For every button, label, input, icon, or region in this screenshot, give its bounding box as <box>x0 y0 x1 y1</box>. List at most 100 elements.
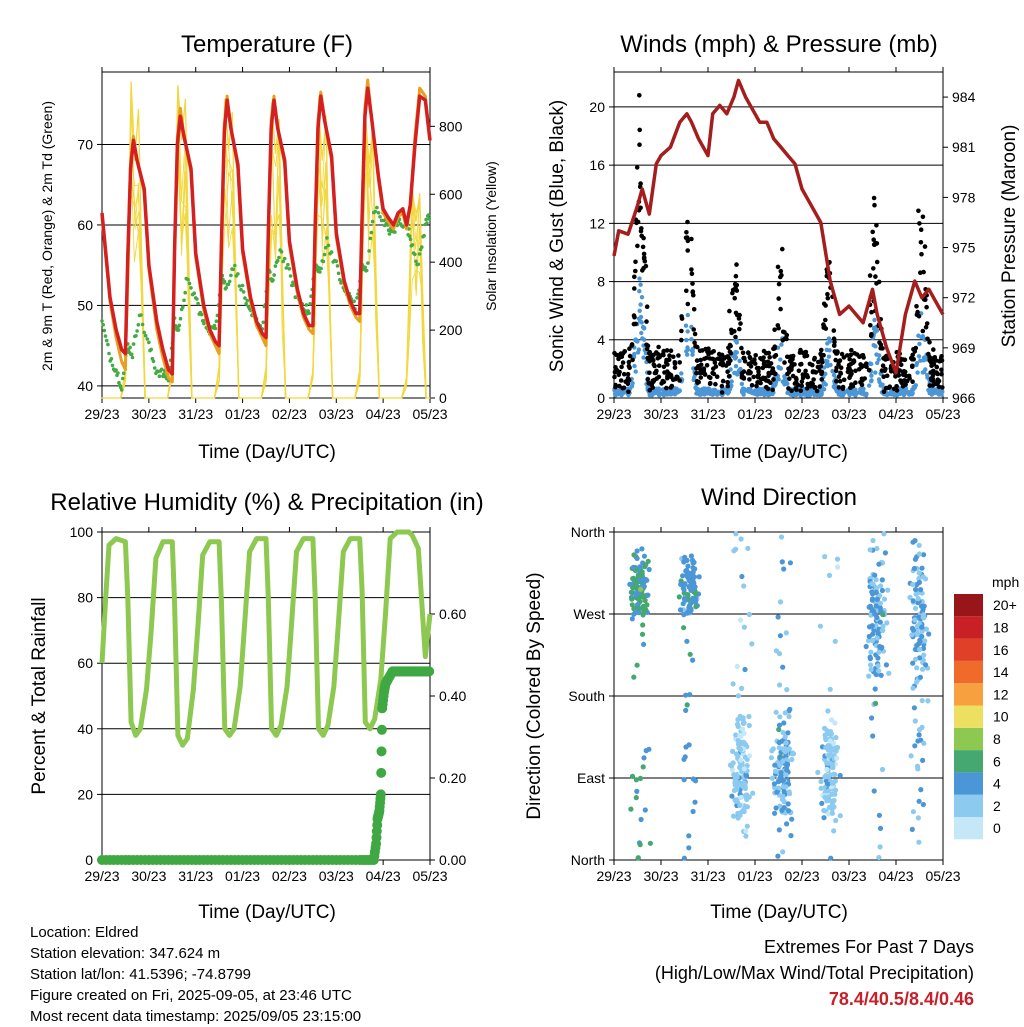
wind-direction-point <box>823 735 829 742</box>
gust-point <box>910 379 915 385</box>
gust-point <box>632 286 637 291</box>
dewpoint-point <box>244 302 248 306</box>
wind-direction-point <box>870 733 876 739</box>
gust-point <box>747 377 752 382</box>
wind-direction-point <box>685 563 691 569</box>
gust-point <box>679 328 684 334</box>
wind-point <box>729 379 734 384</box>
dewpoint-point <box>425 221 429 225</box>
dewpoint-point <box>100 319 104 323</box>
wind-direction-point <box>863 643 869 650</box>
wind-direction-x-tick-label: 31/23 <box>690 868 725 884</box>
winds-x-tick-label: 03/23 <box>831 406 866 422</box>
gust-point <box>866 367 872 373</box>
wind-point <box>798 393 803 398</box>
gust-point <box>804 386 810 391</box>
gust-point <box>672 365 678 370</box>
gust-point <box>812 384 818 390</box>
wind-direction-point <box>733 732 739 738</box>
wind-direction-point <box>922 638 928 644</box>
gust-point <box>930 383 936 388</box>
wind-direction-point <box>639 569 645 575</box>
colorbar-swatch <box>954 616 983 639</box>
gust-point <box>672 360 678 365</box>
wind-direction-point <box>817 623 824 629</box>
wind-direction-point <box>641 755 647 761</box>
wind-direction-x-tick-label: 29/23 <box>596 868 631 884</box>
colorbar-swatch <box>954 705 983 728</box>
wind-direction-point <box>642 807 648 813</box>
dewpoint-point <box>149 347 153 352</box>
dewpoint-point <box>104 338 109 343</box>
gust-point <box>752 361 758 366</box>
wind-direction-point <box>818 778 824 785</box>
wind-direction-point <box>868 649 874 655</box>
dewpoint-point <box>426 213 431 217</box>
gust-point <box>677 378 682 383</box>
wind-point <box>637 289 642 294</box>
wind-direction-point <box>910 581 916 588</box>
wind-direction-point <box>776 739 782 746</box>
temperature-y-tick-label: 60 <box>77 217 93 233</box>
gust-point <box>656 344 661 350</box>
wind-direction-point <box>689 557 696 563</box>
gust-point <box>691 327 696 332</box>
wind-direction-point <box>881 531 887 537</box>
colorbar-tick-label: 18 <box>993 619 1009 635</box>
wind-direction-point <box>785 801 791 807</box>
wind-direction-point <box>687 651 693 657</box>
gust-point <box>698 357 703 363</box>
wind-point <box>914 361 920 366</box>
gust-point <box>853 368 858 374</box>
wind-direction-point <box>744 773 750 779</box>
dewpoint-point <box>422 233 426 238</box>
gust-point <box>861 363 866 369</box>
wind-direction-point <box>916 570 922 576</box>
gust-point <box>632 315 637 320</box>
wind-direction-point <box>914 665 920 671</box>
gust-point <box>641 265 646 271</box>
gust-point <box>647 387 652 393</box>
humidity-y2-tick-label: 0.40 <box>439 688 466 704</box>
gust-point <box>732 295 737 301</box>
wind-direction-point <box>731 548 737 554</box>
gust-point <box>775 323 781 328</box>
dewpoint-point <box>286 262 290 267</box>
gust-point <box>800 374 806 380</box>
wind-direction-point <box>693 604 699 610</box>
wind-direction-point <box>781 799 787 805</box>
gust-point <box>641 235 646 241</box>
wind-direction-x-tick-label: 05/23 <box>925 868 960 884</box>
gust-point <box>649 357 655 363</box>
wind-point <box>936 389 942 394</box>
gust-point <box>698 375 704 380</box>
gust-point <box>699 370 705 376</box>
wind-direction-point <box>787 706 793 712</box>
wind-direction-point <box>925 698 931 704</box>
wind-direction-point <box>628 589 634 595</box>
dewpoint-point <box>110 363 115 368</box>
gust-point <box>664 385 669 391</box>
wind-direction-point <box>874 635 880 641</box>
dewpoint-point <box>287 267 292 271</box>
dewpoint-point <box>420 245 424 249</box>
gust-point <box>689 271 695 277</box>
gust-point <box>723 355 728 360</box>
gust-point <box>818 351 823 357</box>
humidity-y2-tick-label: 0.00 <box>439 852 466 868</box>
gust-point <box>832 343 837 348</box>
wind-direction-point <box>730 748 736 755</box>
colorbar-unit: mph <box>992 574 1019 590</box>
gust-point <box>910 352 915 358</box>
wind-direction-point <box>872 686 878 692</box>
wind-point <box>828 362 833 368</box>
wind-direction-y-tick-label: East <box>577 770 605 786</box>
wind-point <box>841 391 847 396</box>
gust-point <box>803 368 808 374</box>
winds-x-tick-label: 29/23 <box>596 406 631 422</box>
gust-point <box>825 291 830 297</box>
gust-point <box>641 255 647 260</box>
wind-point <box>642 337 647 342</box>
dewpoint-point <box>119 388 124 392</box>
